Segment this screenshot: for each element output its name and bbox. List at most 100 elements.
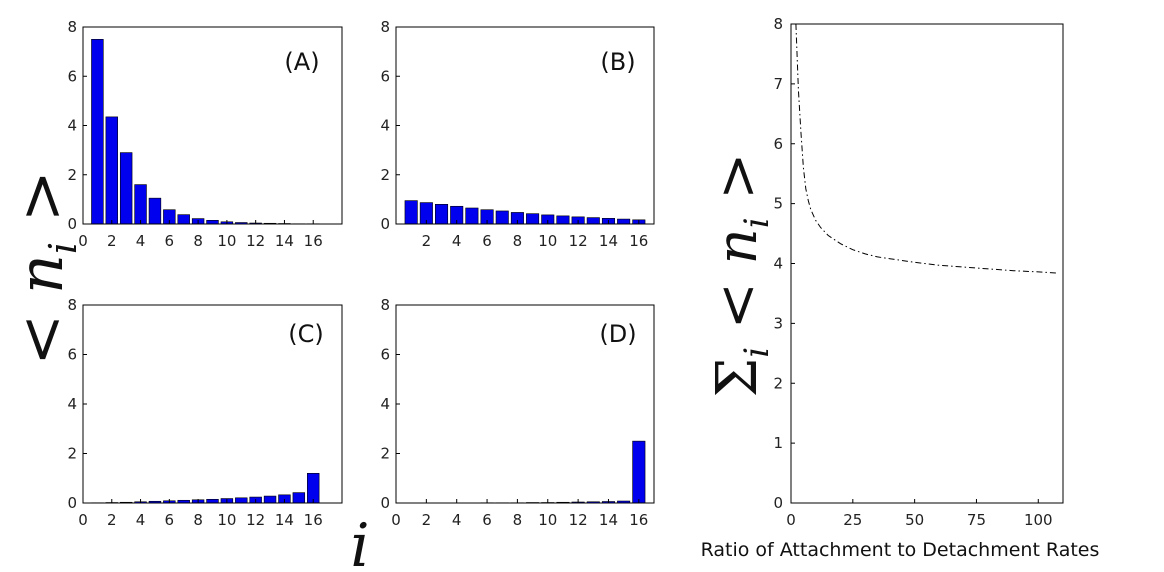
line-ytick-label-1: 1: [773, 434, 783, 452]
panel-label-a: (A): [284, 48, 319, 76]
line-ytick-label-6: 6: [773, 135, 783, 153]
ytick-label-d-2: 2: [380, 445, 390, 463]
ytick-label-a-8: 8: [67, 18, 77, 36]
bar-panel-d: 0 2 4 6 8 0 2 4 6 8 10 12 14 16 (D): [380, 296, 655, 529]
ytick-label-c-4: 4: [67, 395, 77, 413]
line-ytick-label-3: 3: [773, 314, 783, 332]
ytick-label-a-0: 0: [67, 215, 77, 233]
bar-d-16: [632, 440, 646, 504]
bar-b-15: [617, 218, 631, 225]
bars-xlabel: i: [350, 511, 369, 572]
xtick-label-b-6: 6: [482, 232, 492, 250]
xtick-label-c-0: 0: [78, 511, 88, 529]
ytick-label-c-0: 0: [67, 494, 77, 512]
line-xtick-label-0: 0: [786, 511, 796, 529]
xtick-label-c-12: 12: [246, 511, 265, 529]
xtick-label-a-10: 10: [217, 232, 236, 250]
bar-b-11: [556, 215, 570, 225]
line-ytick-label-7: 7: [773, 75, 783, 93]
bar-c-13: [263, 495, 277, 504]
ytick-label-c-2: 2: [67, 445, 77, 463]
xtick-label-d-12: 12: [569, 511, 588, 529]
bar-b-1: [404, 200, 418, 225]
bars-ylabel: < ni >: [4, 170, 85, 365]
svg-text:< ni >: < ni >: [4, 170, 85, 365]
line-panel-frame: [790, 23, 1064, 504]
bar-b-13: [586, 217, 600, 225]
ytick-label-b-4: 4: [380, 117, 390, 135]
bar-c-16: [307, 472, 320, 504]
panel-label-b: (B): [600, 48, 635, 76]
xtick-label-c-6: 6: [165, 511, 175, 529]
line-ytick-label-4: 4: [773, 255, 783, 273]
xtick-label-c-10: 10: [217, 511, 236, 529]
xtick-label-d-10: 10: [538, 511, 557, 529]
line-ytick-label-0: 0: [773, 494, 783, 512]
panel-label-c: (C): [288, 320, 323, 348]
xtick-label-a-14: 14: [275, 232, 294, 250]
ytick-label-a-4: 4: [67, 117, 77, 135]
bar-a-7: [177, 214, 190, 225]
xtick-label-b-16: 16: [629, 232, 648, 250]
xtick-label-c-8: 8: [193, 511, 203, 529]
xtick-label-b-12: 12: [569, 232, 588, 250]
bar-c-11: [235, 497, 248, 504]
ytick-label-d-6: 6: [380, 346, 390, 364]
line-ytick-label-2: 2: [773, 374, 783, 392]
line-xlabel: Ratio of Attachment to Detachment Rates: [701, 539, 1100, 561]
ytick-label-c-6: 6: [67, 346, 77, 364]
bar-b-5: [465, 207, 479, 225]
bar-a-9: [206, 220, 219, 225]
panel-label-d: (D): [599, 320, 636, 348]
ytick-label-b-6: 6: [380, 67, 390, 85]
xtick-label-c-4: 4: [136, 511, 146, 529]
xtick-label-d-14: 14: [599, 511, 618, 529]
line-panel: 0 1 2 3 4 5 6 7 8 0 25 50 75 100: [773, 15, 1064, 529]
ytick-label-a-2: 2: [67, 166, 77, 184]
bar-b-3: [435, 204, 449, 225]
ytick-label-b-2: 2: [380, 166, 390, 184]
ytick-label-c-8: 8: [67, 296, 77, 314]
xtick-label-d-8: 8: [513, 511, 523, 529]
bar-a-4: [134, 184, 147, 225]
line-xtick-label-50: 50: [905, 511, 924, 529]
xtick-label-d-16: 16: [629, 511, 648, 529]
line-ytick-label-8: 8: [773, 15, 783, 33]
bar-c-9: [206, 498, 219, 504]
xtick-label-d-0: 0: [391, 511, 401, 529]
xtick-label-c-14: 14: [275, 511, 294, 529]
ytick-label-a-6: 6: [67, 67, 77, 85]
xtick-label-a-2: 2: [107, 232, 117, 250]
xtick-label-d-2: 2: [422, 511, 432, 529]
xtick-label-a-16: 16: [304, 232, 323, 250]
bar-a-1: [91, 39, 104, 225]
ytick-label-d-0: 0: [380, 494, 390, 512]
ytick-label-d-8: 8: [380, 296, 390, 314]
xtick-label-d-4: 4: [452, 511, 462, 529]
line-xtick-label-100: 100: [1024, 511, 1053, 529]
xtick-label-b-14: 14: [599, 232, 618, 250]
line-ylabel: Σi < ni >: [705, 153, 777, 398]
line-xtick-label-75: 75: [967, 511, 986, 529]
xtick-label-b-2: 2: [422, 232, 432, 250]
bar-a-3: [119, 152, 133, 225]
svg-text:Σi < ni >: Σi < ni >: [705, 153, 777, 398]
bar-b-7: [495, 210, 509, 225]
xtick-label-c-16: 16: [304, 511, 323, 529]
bar-a-5: [148, 197, 162, 225]
xtick-label-a-6: 6: [165, 232, 175, 250]
xtick-label-b-8: 8: [513, 232, 523, 250]
ytick-label-b-0: 0: [380, 215, 390, 233]
xtick-label-a-0: 0: [78, 232, 88, 250]
bar-b-9: [526, 213, 540, 225]
xtick-label-b-10: 10: [538, 232, 557, 250]
xtick-label-a-8: 8: [193, 232, 203, 250]
ytick-label-d-4: 4: [380, 395, 390, 413]
xtick-label-d-6: 6: [482, 511, 492, 529]
bar-c-15: [292, 492, 306, 504]
ytick-label-b-8: 8: [380, 18, 390, 36]
bar-a-2: [105, 116, 118, 225]
